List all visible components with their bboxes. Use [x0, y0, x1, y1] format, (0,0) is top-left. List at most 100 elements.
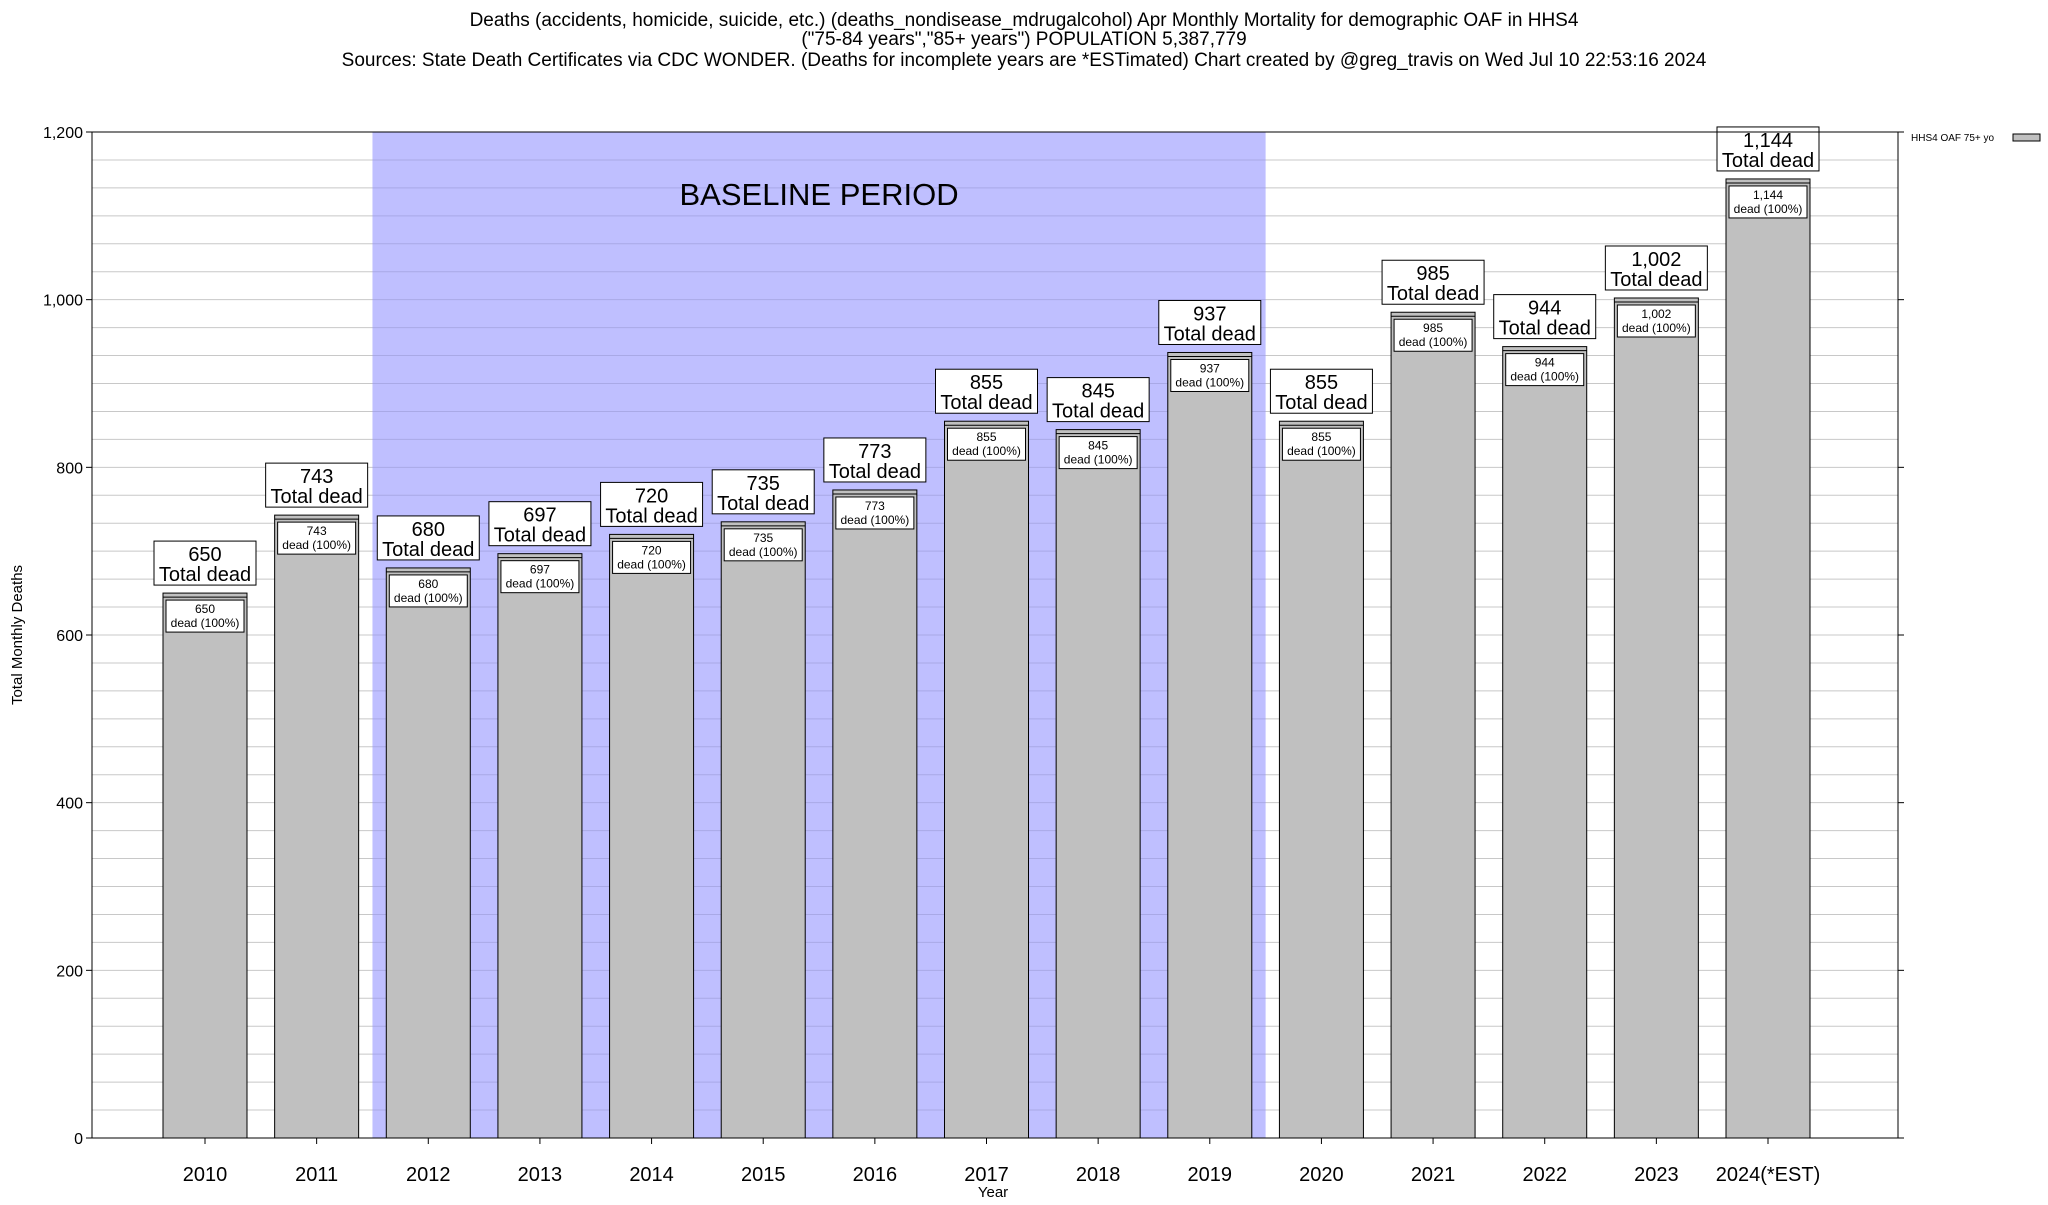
inner-label-box: [388, 574, 468, 608]
inner-label-box: [947, 427, 1026, 461]
top-value-label: 720: [635, 485, 668, 507]
inner-percent-label: dead (100%): [729, 545, 798, 559]
inner-value-label: 1,002: [1641, 307, 1671, 321]
inner-value-label: 985: [1423, 321, 1443, 335]
bar: [1278, 420, 1364, 1139]
legend-swatch: [2012, 133, 2041, 142]
bar: [274, 514, 360, 1139]
top-total-label: Total dead: [1275, 392, 1367, 414]
top-value-label: 855: [970, 372, 1003, 394]
top-label-box: [1716, 126, 1820, 172]
bar: [1725, 178, 1811, 1139]
y-tick-label: 0: [74, 1131, 83, 1148]
top-value-label: 650: [188, 544, 221, 566]
x-tick-label: 2013: [518, 1164, 563, 1186]
top-total-label: Total dead: [717, 493, 809, 515]
top-label-box: [153, 540, 257, 586]
inner-value-label: 680: [418, 577, 438, 591]
y-tick-label: 400: [56, 796, 83, 813]
top-label-box: [1604, 245, 1708, 291]
top-label-box: [265, 462, 369, 508]
top-value-label: 1,144: [1743, 130, 1793, 152]
inner-label-box: [277, 521, 357, 555]
top-value-label: 985: [1416, 263, 1449, 285]
top-value-label: 937: [1193, 303, 1226, 325]
y-tick-label: 200: [56, 963, 83, 980]
x-tick-label: 2020: [1299, 1164, 1344, 1186]
bar: [1055, 429, 1141, 1139]
title-line-2: ("75-84 years","85+ years") POPULATION 5…: [801, 29, 1246, 50]
inner-value-label: 855: [1311, 430, 1331, 444]
inner-value-label: 944: [1535, 356, 1555, 370]
x-tick-label: 2017: [964, 1164, 1009, 1186]
x-tick-label: 2015: [741, 1164, 786, 1186]
x-tick-label: 2019: [1188, 1164, 1233, 1186]
inner-label-box: [500, 560, 580, 594]
x-tick-label: 2022: [1522, 1164, 1567, 1186]
inner-label-box: [835, 496, 915, 530]
bar: [720, 521, 806, 1139]
x-tick-label: 2011: [295, 1164, 338, 1186]
inner-label-box: [165, 599, 245, 633]
top-label-box: [1493, 294, 1597, 340]
inner-label-box: [1058, 436, 1138, 470]
inner-percent-label: dead (100%): [1399, 335, 1468, 349]
top-value-label: 697: [523, 505, 556, 527]
inner-percent-label: dead (100%): [1510, 370, 1579, 384]
x-tick-label: 2023: [1634, 1164, 1679, 1186]
inner-percent-label: dead (100%): [394, 591, 463, 605]
bar: [1613, 297, 1699, 1139]
x-tick-label: 2021: [1411, 1164, 1456, 1186]
x-tick-label: 2016: [853, 1164, 898, 1186]
top-value-label: 944: [1528, 298, 1561, 320]
top-value-label: 845: [1081, 381, 1114, 403]
inner-label-box: [1281, 427, 1361, 461]
top-total-label: Total dead: [1499, 318, 1591, 340]
inner-percent-label: dead (100%): [1622, 321, 1691, 335]
bar: [832, 489, 918, 1139]
inner-percent-label: dead (100%): [1734, 202, 1803, 216]
bar: [162, 592, 248, 1139]
top-label-box: [1269, 368, 1373, 414]
top-total-label: Total dead: [1052, 401, 1144, 423]
top-total-label: Total dead: [270, 486, 362, 508]
top-total-label: Total dead: [1610, 269, 1702, 291]
top-total-label: Total dead: [940, 392, 1032, 414]
inner-label-box: [612, 540, 692, 574]
top-total-label: Total dead: [494, 525, 586, 547]
y-tick-label: 1,200: [43, 125, 83, 142]
inner-percent-label: dead (100%): [171, 616, 240, 630]
x-axis-label: Year: [978, 1184, 1008, 1200]
top-value-label: 680: [412, 519, 445, 541]
inner-percent-label: dead (100%): [1287, 444, 1356, 458]
bar: [385, 567, 471, 1139]
inner-percent-label: dead (100%): [1175, 375, 1244, 389]
inner-percent-label: dead (100%): [282, 538, 351, 552]
top-value-label: 1,002: [1631, 249, 1681, 271]
top-total-label: Total dead: [159, 564, 251, 586]
inner-value-label: 697: [530, 563, 550, 577]
x-tick-label: 2018: [1076, 1164, 1121, 1186]
legend-label: HHS4 OAF 75+ yo: [1911, 133, 1995, 144]
top-value-label: 855: [1305, 372, 1338, 394]
chart-title: Deaths (accidents, homicide, suicide, et…: [342, 10, 1707, 71]
axes: 0 200 400 600 800 1,000 1,200 2010 2011 2012 2013 2…: [9, 125, 1904, 1201]
inner-label-box: [723, 528, 803, 562]
inner-value-label: 773: [865, 499, 885, 513]
inner-label-box: [1728, 185, 1808, 219]
top-total-label: Total dead: [1387, 283, 1479, 305]
title-line-3: Sources: State Death Certificates via CD…: [342, 50, 1707, 71]
